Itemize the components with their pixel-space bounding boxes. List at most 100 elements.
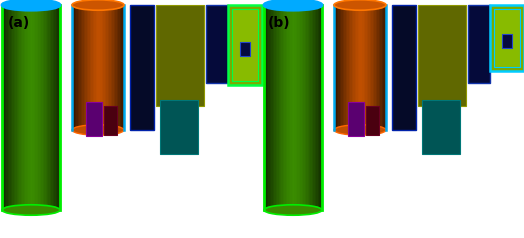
Bar (123, 5, 124, 130)
Bar (285, 5, 286, 210)
Bar (9, 5, 10, 210)
Bar (380, 5, 381, 130)
Bar (267, 5, 268, 210)
Bar (293, 5, 294, 210)
Bar (103, 5, 105, 130)
Bar (378, 5, 380, 130)
Bar (73, 5, 75, 130)
Bar (54, 5, 56, 210)
Bar (85, 5, 87, 130)
Bar (351, 5, 352, 130)
Bar (2, 5, 60, 210)
Bar (48, 5, 50, 210)
Bar (418, 5, 466, 106)
Bar (32, 5, 34, 210)
Bar (334, 5, 386, 130)
Bar (21, 5, 23, 210)
Bar (318, 5, 319, 210)
Bar (19, 5, 21, 210)
Bar (358, 5, 359, 130)
Bar (308, 5, 309, 210)
Bar (40, 5, 41, 210)
Bar (281, 5, 283, 210)
Bar (374, 5, 376, 130)
Bar (303, 5, 304, 210)
Bar (277, 5, 278, 210)
Bar (34, 5, 35, 210)
Bar (342, 5, 343, 130)
Bar (46, 5, 47, 210)
Bar (270, 5, 271, 210)
Bar (300, 5, 302, 210)
Bar (352, 5, 353, 130)
Bar (5, 5, 6, 210)
Bar (280, 5, 281, 210)
Bar (51, 5, 53, 210)
Bar (10, 5, 12, 210)
Bar (81, 5, 82, 130)
Bar (381, 5, 383, 130)
Bar (296, 5, 297, 210)
Bar (272, 5, 274, 210)
Bar (232, 9, 258, 81)
Bar (299, 5, 300, 210)
Bar (287, 5, 289, 210)
Bar (4, 5, 5, 210)
Bar (57, 5, 59, 210)
Bar (78, 5, 80, 130)
Bar (364, 5, 365, 130)
Bar (93, 5, 94, 130)
Bar (82, 5, 84, 130)
Bar (268, 5, 270, 210)
Bar (286, 5, 287, 210)
Bar (313, 5, 315, 210)
Bar (53, 5, 54, 210)
Bar (274, 5, 276, 210)
Bar (348, 102, 364, 136)
Bar (8, 5, 9, 210)
Bar (111, 5, 112, 130)
Bar (289, 5, 290, 210)
Bar (302, 5, 303, 210)
Bar (304, 5, 306, 210)
Bar (310, 5, 312, 210)
Bar (369, 5, 371, 130)
Bar (15, 5, 16, 210)
Bar (240, 42, 250, 56)
Bar (50, 5, 51, 210)
Bar (106, 5, 107, 130)
Bar (29, 5, 31, 210)
Bar (383, 5, 385, 130)
Bar (96, 5, 97, 130)
Bar (160, 100, 198, 154)
Bar (353, 5, 355, 130)
Bar (283, 5, 285, 210)
Bar (156, 5, 204, 106)
Ellipse shape (2, 205, 60, 215)
Bar (12, 5, 14, 210)
Bar (366, 106, 379, 135)
Bar (377, 5, 378, 130)
Bar (130, 5, 154, 130)
Bar (266, 5, 267, 210)
Bar (23, 5, 24, 210)
Bar (319, 5, 321, 210)
Bar (75, 5, 77, 130)
Bar (16, 5, 18, 210)
Bar (316, 5, 318, 210)
Bar (112, 5, 114, 130)
Bar (72, 5, 124, 130)
Bar (119, 5, 121, 130)
Bar (6, 5, 8, 210)
Bar (309, 5, 310, 210)
Bar (72, 5, 73, 130)
Bar (315, 5, 316, 210)
Bar (468, 5, 490, 83)
Bar (118, 5, 119, 130)
Bar (321, 5, 322, 210)
Bar (59, 5, 60, 210)
Bar (25, 5, 27, 210)
Bar (278, 5, 280, 210)
Bar (355, 5, 356, 130)
Bar (356, 5, 358, 130)
